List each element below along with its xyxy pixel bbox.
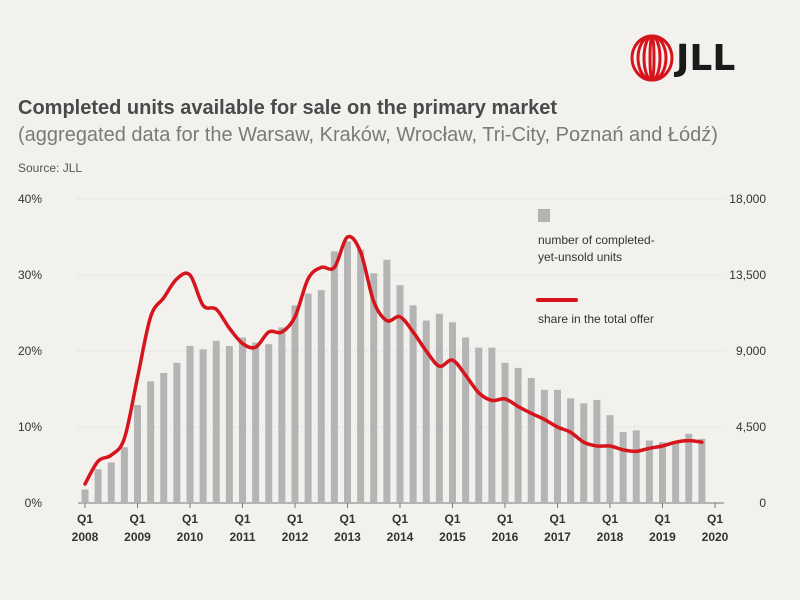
series-line-share	[83, 234, 704, 486]
bar	[396, 285, 404, 503]
x-tick-label-year: 2016	[492, 530, 519, 544]
x-tick-label-quarter: Q1	[444, 512, 460, 526]
chart-subtitle: (aggregated data for the Warsaw, Kraków,…	[18, 124, 718, 146]
bar	[488, 347, 496, 503]
x-tick-label-quarter: Q1	[707, 512, 723, 526]
bar	[225, 345, 233, 503]
x-tick-label-year: 2019	[649, 530, 676, 544]
y-left-tick-label: 40%	[18, 192, 42, 206]
bar	[107, 462, 115, 503]
x-tick-label-quarter: Q1	[77, 512, 93, 526]
y-right-tick-label: 9,000	[736, 344, 766, 358]
bar	[344, 241, 351, 503]
bar	[659, 442, 666, 503]
bar	[120, 447, 128, 503]
bar	[147, 381, 155, 503]
bar	[698, 438, 706, 503]
logo-text: JLL	[676, 38, 736, 79]
x-tick-label-year: 2009	[124, 530, 151, 544]
y-left-tick-label: 30%	[18, 268, 42, 282]
x-tick-label-quarter: Q1	[129, 512, 145, 526]
bar	[606, 415, 614, 503]
bar	[383, 259, 391, 503]
bar	[540, 389, 548, 503]
y-left-tick-label: 20%	[18, 344, 42, 358]
y-right-tick-label: 4,500	[736, 420, 766, 434]
x-tick-label-year: 2017	[544, 530, 571, 544]
legend-bar-swatch	[538, 209, 550, 222]
bar	[435, 313, 443, 503]
bar	[265, 344, 273, 503]
chart-title: Completed units available for sale on th…	[18, 97, 558, 119]
bar	[278, 327, 286, 503]
bar	[475, 347, 483, 503]
bar	[330, 251, 338, 503]
bar	[199, 349, 207, 503]
x-tick-label-year: 2013	[334, 530, 361, 544]
bar	[291, 305, 299, 503]
y-right-tick-label: 13,500	[729, 268, 766, 282]
bar	[645, 440, 653, 503]
x-tick-label-year: 2008	[72, 530, 99, 544]
bar	[580, 403, 588, 503]
bar	[370, 273, 378, 503]
x-tick-label-quarter: Q1	[654, 512, 670, 526]
bar	[449, 322, 456, 503]
bar	[527, 378, 535, 503]
bar	[212, 340, 220, 503]
bar	[422, 320, 430, 503]
bar	[252, 342, 260, 503]
x-tick-label-year: 2011	[229, 530, 255, 544]
x-tick-label-quarter: Q1	[392, 512, 408, 526]
x-tick-label-year: 2020	[702, 530, 729, 544]
bar	[239, 337, 246, 503]
legend-bar-label-line2: yet-unsold units	[538, 250, 622, 264]
bar	[357, 249, 365, 503]
x-tick-label-year: 2015	[439, 530, 466, 544]
bar	[81, 489, 89, 503]
x-tick-label-year: 2012	[282, 530, 309, 544]
x-tick-label-quarter: Q1	[234, 512, 250, 526]
x-tick-label-quarter: Q1	[287, 512, 303, 526]
bar	[317, 290, 325, 503]
bar	[173, 362, 181, 503]
legend-line-label: share in the total offer	[538, 312, 654, 326]
legend-bar-label-line1: number of completed-	[538, 233, 655, 247]
bar	[134, 405, 141, 503]
bar	[501, 362, 509, 503]
x-tick-label-year: 2018	[597, 530, 624, 544]
x-tick-label-quarter: Q1	[339, 512, 355, 526]
y-left-tick-label: 0%	[25, 496, 43, 510]
bar	[672, 442, 680, 503]
x-tick-label-quarter: Q1	[602, 512, 618, 526]
bar	[94, 469, 102, 503]
x-tick-label-year: 2010	[177, 530, 204, 544]
bar	[567, 398, 575, 503]
jll-logo-icon	[630, 34, 674, 82]
bar	[462, 337, 470, 503]
x-tick-label-quarter: Q1	[182, 512, 198, 526]
bar	[514, 367, 522, 503]
bar	[685, 433, 693, 503]
source-note: Source: JLL	[18, 161, 83, 175]
bar	[409, 305, 417, 503]
bar	[593, 399, 601, 503]
bar	[619, 432, 627, 503]
bar	[632, 430, 640, 503]
bar	[160, 372, 168, 503]
bar	[554, 389, 561, 503]
y-left-tick-label: 10%	[18, 420, 42, 434]
x-tick-label-quarter: Q1	[549, 512, 565, 526]
bar	[304, 293, 312, 503]
bar	[186, 345, 194, 503]
y-right-tick-label: 18,000	[729, 192, 766, 206]
x-tick-label-year: 2014	[387, 530, 414, 544]
x-tick-label-quarter: Q1	[497, 512, 513, 526]
y-right-tick-label: 0	[759, 496, 766, 510]
